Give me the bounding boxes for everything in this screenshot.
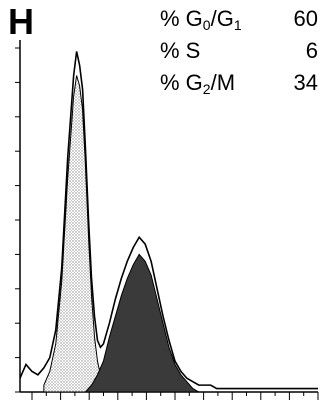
stat-label-g2m: % G2/M: [160, 70, 236, 97]
panel-label: H: [8, 1, 34, 42]
total-outline: [19, 51, 318, 390]
histogram-marks: [19, 51, 318, 393]
stat-value-g0g1: 60: [293, 6, 318, 31]
stat-value-g2m: 34: [293, 70, 318, 95]
stat-value-s: 6: [305, 38, 318, 63]
stat-label-s: % S: [160, 38, 201, 63]
g2m-area: [84, 253, 201, 393]
stat-label-g0g1: % G0/G1: [160, 6, 242, 33]
